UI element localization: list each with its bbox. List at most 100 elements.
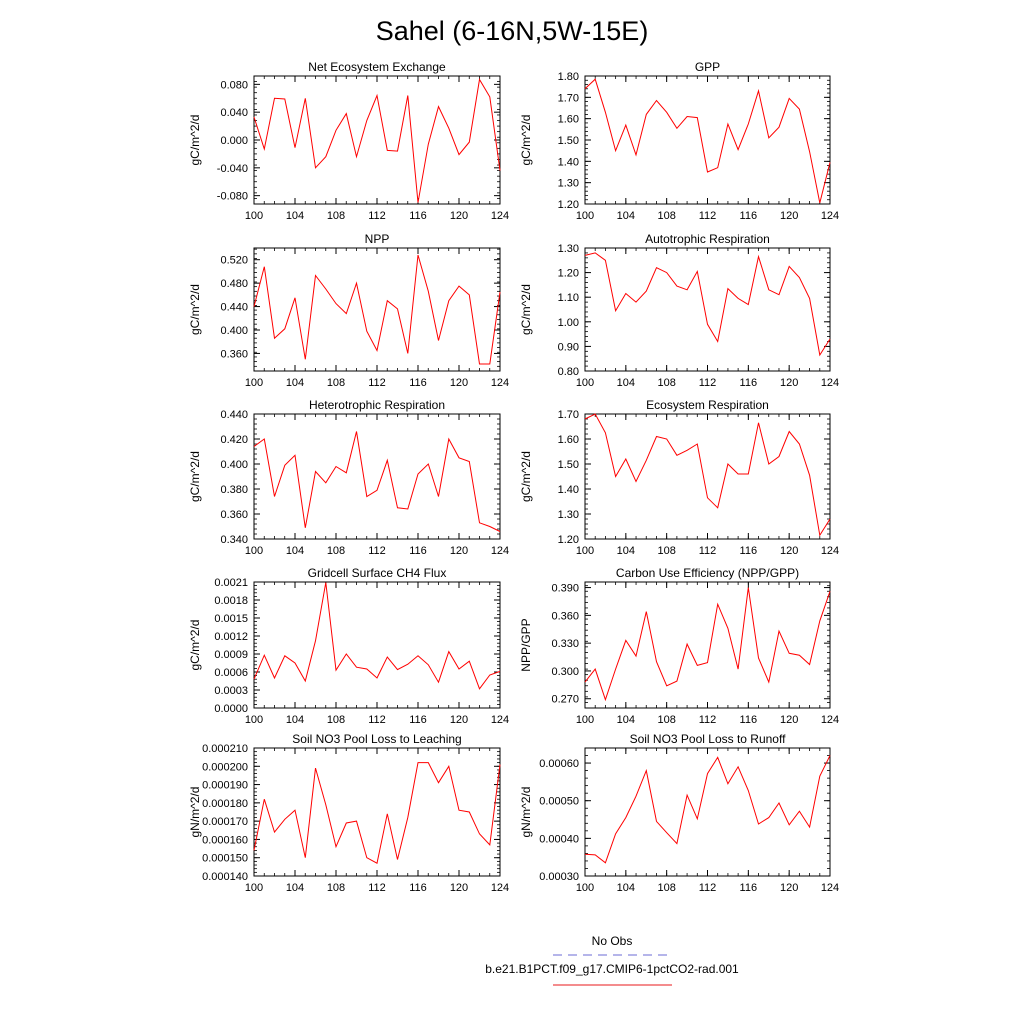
x-tick-label: 116 — [409, 545, 427, 557]
plot-frame — [253, 747, 501, 877]
y-tick-label: 0.360 — [220, 348, 248, 360]
x-tick-label: 112 — [368, 210, 386, 222]
panel-title: Heterotrophic Respiration — [309, 398, 445, 412]
panel-gridcell-surface-ch4-flux: Gridcell Surface CH4 Flux gC/m^2/d 100 104 1… — [188, 566, 509, 726]
y-tick-label: 0.00050 — [539, 796, 579, 808]
x-tick-label: 116 — [740, 545, 758, 557]
y-axis-label: gC/m^2/d — [188, 284, 202, 335]
y-tick-label: 1.70 — [558, 409, 579, 421]
x-tick-label: 120 — [450, 210, 468, 222]
x-tick-label: 124 — [821, 545, 839, 557]
series-line — [584, 587, 831, 702]
x-tick-label: 108 — [327, 882, 345, 894]
y-tick-label: 0.330 — [551, 638, 579, 650]
x-tick-label: 100 — [576, 545, 594, 557]
panel-soil-no3-pool-loss-to-leaching: Soil NO3 Pool Loss to Leaching gN/m^2/d 10… — [188, 732, 509, 894]
y-tick-label: 0.480 — [220, 278, 248, 290]
x-tick-label: 120 — [450, 714, 468, 726]
panel-title: Net Ecosystem Exchange — [308, 60, 446, 74]
panel-title: NPP — [365, 232, 390, 246]
y-axis-label: gC/m^2/d — [188, 115, 202, 166]
y-tick-label: 1.00 — [558, 317, 579, 329]
y-tick-label: 0.360 — [551, 610, 579, 622]
x-tick-label: 120 — [780, 882, 798, 894]
x-tick-label: 104 — [286, 545, 304, 557]
y-tick-label: 1.40 — [558, 484, 579, 496]
x-tick-label: 124 — [821, 714, 839, 726]
x-tick-label: 100 — [576, 377, 594, 389]
y-tick-label: 0.0015 — [214, 613, 248, 625]
x-tick-label: 124 — [821, 210, 839, 222]
x-tick-label: 116 — [409, 714, 427, 726]
y-tick-label: -0.040 — [217, 163, 248, 175]
x-tick-label: 116 — [409, 882, 427, 894]
x-tick-label: 100 — [576, 882, 594, 894]
x-tick-label: 124 — [491, 545, 509, 557]
y-axis-label: gC/m^2/d — [519, 451, 533, 502]
x-tick-label: 100 — [576, 210, 594, 222]
y-axis-label: NPP/GPP — [519, 618, 533, 671]
x-tick-label: 120 — [780, 714, 798, 726]
y-tick-label: 0.0018 — [214, 595, 248, 607]
x-tick-label: 120 — [780, 377, 798, 389]
legend: No Obs b.e21.B1PCT.f09_g17.CMIP6-1pctCO2… — [485, 934, 739, 986]
x-tick-label: 108 — [327, 714, 345, 726]
x-tick-label: 104 — [617, 545, 635, 557]
x-tick-label: 116 — [409, 377, 427, 389]
x-tick-label: 108 — [657, 545, 675, 557]
y-axis-label: gC/m^2/d — [188, 620, 202, 671]
x-tick-label: 104 — [286, 377, 304, 389]
y-tick-label: 0.360 — [220, 509, 248, 521]
y-tick-label: 0.000160 — [202, 834, 248, 846]
x-tick-label: 120 — [450, 377, 468, 389]
x-tick-label: 120 — [450, 545, 468, 557]
x-tick-label: 108 — [657, 882, 675, 894]
x-tick-label: 112 — [368, 882, 386, 894]
y-tick-label: 0.0012 — [214, 631, 248, 643]
x-tick-label: 112 — [699, 545, 717, 557]
x-tick-label: 124 — [491, 882, 509, 894]
panel-title: Autotrophic Respiration — [645, 232, 770, 246]
x-tick-label: 108 — [657, 210, 675, 222]
legend-label-no-obs: No Obs — [592, 934, 633, 948]
y-axis-label: gN/m^2/d — [188, 787, 202, 838]
x-tick-label: 108 — [327, 545, 345, 557]
x-tick-label: 100 — [576, 714, 594, 726]
x-tick-label: 112 — [368, 377, 386, 389]
y-tick-label: 1.50 — [558, 459, 579, 471]
y-tick-label: 0.440 — [220, 302, 248, 314]
y-tick-label: 1.30 — [558, 243, 579, 255]
y-axis-label: gN/m^2/d — [519, 787, 533, 838]
y-tick-label: 0.340 — [220, 534, 248, 546]
plot-frame — [253, 413, 501, 540]
y-tick-label: 0.400 — [220, 459, 248, 471]
x-tick-label: 104 — [286, 882, 304, 894]
y-tick-label: 0.420 — [220, 434, 248, 446]
y-tick-label: 0.390 — [551, 583, 579, 595]
x-tick-label: 112 — [368, 545, 386, 557]
x-tick-label: 104 — [617, 377, 635, 389]
x-tick-label: 112 — [699, 377, 717, 389]
series-line — [253, 762, 501, 864]
x-tick-label: 120 — [450, 882, 468, 894]
y-tick-label: 1.60 — [558, 114, 579, 126]
y-tick-label: 0.000170 — [202, 816, 248, 828]
y-tick-label: 1.20 — [558, 534, 579, 546]
y-axis-label: gC/m^2/d — [519, 284, 533, 335]
y-tick-label: 0.0003 — [214, 685, 248, 697]
y-tick-label: 1.30 — [558, 509, 579, 521]
y-tick-label: 0.00030 — [539, 871, 579, 883]
y-tick-label: 0.040 — [220, 107, 248, 119]
plot-frame — [584, 581, 831, 709]
y-tick-label: 0.440 — [220, 409, 248, 421]
plot-frame — [584, 413, 831, 540]
x-tick-label: 100 — [245, 545, 263, 557]
panel-gpp: GPP gC/m^2/d 100 104 108 112 116 120 124 1.20 1.30… — [519, 60, 839, 222]
y-tick-label: 1.60 — [558, 434, 579, 446]
y-tick-label: 0.000150 — [202, 853, 248, 865]
panel-soil-no3-pool-loss-to-runoff: Soil NO3 Pool Loss to Runoff gN/m^2/d 100 1… — [519, 732, 839, 894]
x-tick-label: 116 — [740, 882, 758, 894]
y-tick-label: 0.080 — [220, 79, 248, 91]
panel-title: GPP — [695, 60, 720, 74]
